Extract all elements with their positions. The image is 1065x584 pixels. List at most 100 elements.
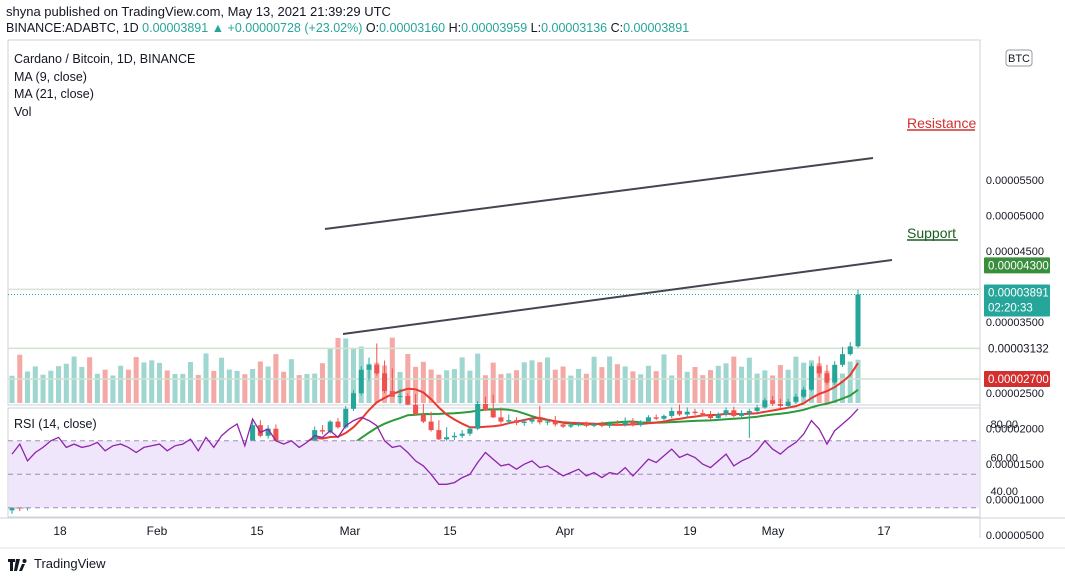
close-value: 0.00003891 bbox=[623, 21, 690, 35]
candle-body bbox=[808, 366, 814, 390]
time-tick-label: 15 bbox=[443, 524, 457, 538]
time-tick-label: Apr bbox=[556, 524, 575, 538]
candle-body bbox=[498, 417, 504, 422]
volume-bar bbox=[149, 360, 155, 403]
volume-bar bbox=[40, 374, 46, 403]
candle-body bbox=[832, 364, 838, 383]
candle-body bbox=[824, 373, 830, 383]
candle-body bbox=[684, 411, 690, 415]
volume-bar bbox=[482, 375, 488, 403]
volume-bar bbox=[513, 370, 520, 403]
candle-body bbox=[801, 389, 807, 397]
candle-body bbox=[793, 396, 799, 402]
volume-bar bbox=[203, 353, 209, 403]
volume-bar bbox=[335, 337, 341, 403]
candle-body bbox=[638, 421, 644, 426]
volume-bar bbox=[700, 375, 706, 403]
candle-body bbox=[746, 410, 752, 414]
price-tick-label: 0.00001500 bbox=[986, 459, 1044, 471]
candle-body bbox=[708, 415, 714, 419]
candle-body bbox=[335, 421, 341, 428]
time-tick-label: 18 bbox=[53, 524, 67, 538]
volume-bar bbox=[94, 373, 100, 403]
volume-bar bbox=[211, 370, 217, 403]
rsi-tick-label: 80.00 bbox=[990, 419, 1018, 431]
candle-body bbox=[413, 404, 419, 415]
volume-bar bbox=[133, 357, 139, 403]
volume-bar bbox=[71, 356, 77, 403]
candle-body bbox=[622, 421, 628, 425]
volume-bar bbox=[490, 362, 496, 403]
volume-bar bbox=[180, 373, 186, 403]
candle-body bbox=[451, 435, 457, 438]
volume-bar bbox=[568, 375, 574, 403]
volume-bar bbox=[746, 357, 752, 403]
volume-bar bbox=[304, 374, 310, 403]
volume-bar bbox=[420, 361, 426, 403]
price-label-badge bbox=[984, 371, 1050, 387]
candle-body bbox=[715, 414, 721, 419]
volume-bar bbox=[25, 371, 31, 403]
close-label: C: bbox=[610, 21, 624, 35]
time-tick-label: Mar bbox=[340, 524, 361, 538]
volume-bar bbox=[226, 369, 232, 403]
currency-badge bbox=[1005, 49, 1033, 67]
price-tick-label: 0.00001000 bbox=[986, 495, 1044, 507]
volume-bar bbox=[630, 371, 636, 403]
price-label-text: 0.00003132 bbox=[988, 343, 1049, 355]
volume-bar bbox=[164, 370, 170, 403]
volume-legend[interactable]: Vol bbox=[14, 104, 32, 119]
ma9-legend[interactable]: MA (9, close) bbox=[14, 69, 87, 84]
volume-bar bbox=[529, 360, 535, 403]
volume-bar bbox=[591, 356, 597, 403]
volume-bar bbox=[195, 374, 201, 403]
candle-body bbox=[591, 424, 597, 426]
price-tick-label: 0.00002500 bbox=[986, 388, 1044, 400]
volume-bar bbox=[560, 366, 566, 403]
volume-bar bbox=[576, 368, 582, 403]
price-tick-label: 0.00004500 bbox=[986, 246, 1044, 258]
volume-bar bbox=[265, 366, 271, 403]
volume-bar bbox=[816, 363, 822, 403]
candle-body bbox=[700, 413, 706, 416]
price-label-text: 0.00003891 bbox=[988, 287, 1049, 299]
price-tick-label: 0.00005000 bbox=[986, 211, 1044, 223]
candle-body bbox=[397, 396, 403, 398]
candle-body bbox=[739, 413, 745, 416]
footer[interactable]: TradingView bbox=[8, 556, 106, 571]
candle-body bbox=[537, 419, 543, 423]
volume-bar bbox=[172, 374, 178, 403]
candle-body bbox=[560, 424, 566, 427]
candle-body bbox=[9, 506, 15, 511]
volume-bar bbox=[63, 363, 69, 403]
volume-bar bbox=[537, 362, 543, 403]
candle-body bbox=[273, 428, 279, 443]
volume-bar bbox=[552, 369, 558, 403]
volume-bar bbox=[855, 359, 861, 403]
candle-body bbox=[770, 400, 776, 404]
price-label-text: 0.00004300 bbox=[988, 260, 1049, 272]
candle-body bbox=[785, 401, 791, 406]
volume-bar bbox=[459, 357, 465, 403]
volume-bar bbox=[288, 359, 294, 403]
candle-body bbox=[777, 403, 783, 406]
volume-bar bbox=[32, 366, 38, 403]
volume-bar bbox=[614, 364, 620, 403]
candle-body bbox=[552, 421, 558, 425]
volume-bar bbox=[653, 371, 659, 403]
volume-bar bbox=[599, 367, 605, 403]
volume-bar bbox=[125, 369, 131, 403]
volume-bar bbox=[723, 363, 729, 403]
rsi-tick-label: 60.00 bbox=[990, 453, 1018, 465]
candle-body bbox=[405, 396, 411, 405]
candle-body bbox=[506, 420, 512, 422]
volume-bar bbox=[9, 375, 15, 403]
volume-bar bbox=[250, 368, 256, 403]
price-label-badge bbox=[984, 257, 1050, 274]
candle-body bbox=[839, 354, 845, 365]
ma21-legend[interactable]: MA (21, close) bbox=[14, 87, 94, 101]
price-tick-label: 0.00003500 bbox=[986, 317, 1044, 329]
volume-bar bbox=[102, 369, 108, 403]
volume-bar bbox=[281, 371, 287, 403]
time-tick-label: 17 bbox=[877, 524, 891, 538]
